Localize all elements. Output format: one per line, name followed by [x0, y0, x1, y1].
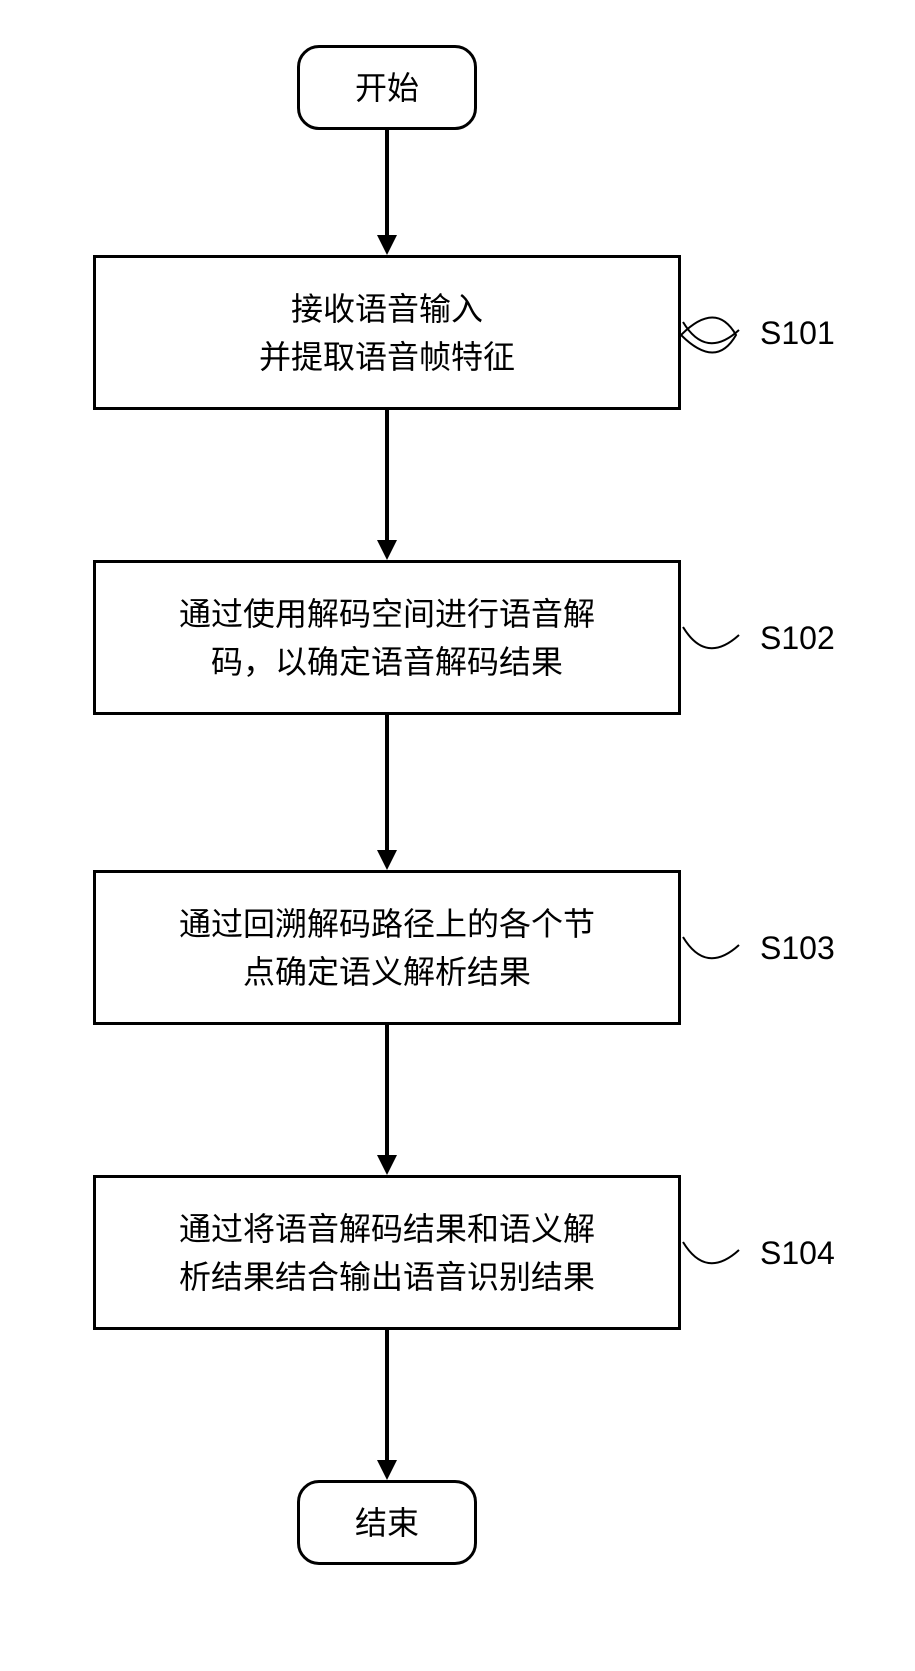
s104-node: 通过将语音解码结果和语义解析结果结合输出语音识别结果: [93, 1175, 681, 1330]
start-label: 开始: [350, 59, 424, 117]
arrow-3: [377, 1155, 397, 1175]
arrow-0: [377, 235, 397, 255]
s101-text: 接收语音输入并提取语音帧特征: [254, 280, 520, 386]
edge-3: [385, 1025, 389, 1155]
s104-curve: [681, 1230, 751, 1280]
s103-step-label: S103: [760, 930, 835, 967]
s102-curve: [681, 615, 751, 665]
edge-2: [385, 715, 389, 850]
s103-curve: [681, 925, 751, 975]
s104-step-label: S104: [760, 1235, 835, 1272]
edge-4: [385, 1330, 389, 1460]
s104-text: 通过将语音解码结果和语义解析结果结合输出语音识别结果: [174, 1200, 600, 1306]
s102-text: 通过使用解码空间进行语音解码，以确定语音解码结果: [174, 585, 600, 691]
end-label: 结束: [350, 1494, 424, 1552]
arrow-2: [377, 850, 397, 870]
end-node: 结束: [297, 1480, 477, 1565]
arrow-1: [377, 540, 397, 560]
s101-step-label: S101: [760, 315, 835, 352]
flowchart-container: 开始 接收语音输入并提取语音帧特征 S101 通过使用解码空间进行语音解码，以确…: [0, 0, 915, 1671]
s101-node: 接收语音输入并提取语音帧特征: [93, 255, 681, 410]
s103-text: 通过回溯解码路径上的各个节点确定语义解析结果: [174, 895, 600, 1001]
start-node: 开始: [297, 45, 477, 130]
edge-0: [385, 130, 389, 235]
s102-node: 通过使用解码空间进行语音解码，以确定语音解码结果: [93, 560, 681, 715]
edge-1: [385, 410, 389, 540]
s102-step-label: S102: [760, 620, 835, 657]
s101-curve: [681, 310, 751, 360]
arrow-4: [377, 1460, 397, 1480]
s103-node: 通过回溯解码路径上的各个节点确定语义解析结果: [93, 870, 681, 1025]
